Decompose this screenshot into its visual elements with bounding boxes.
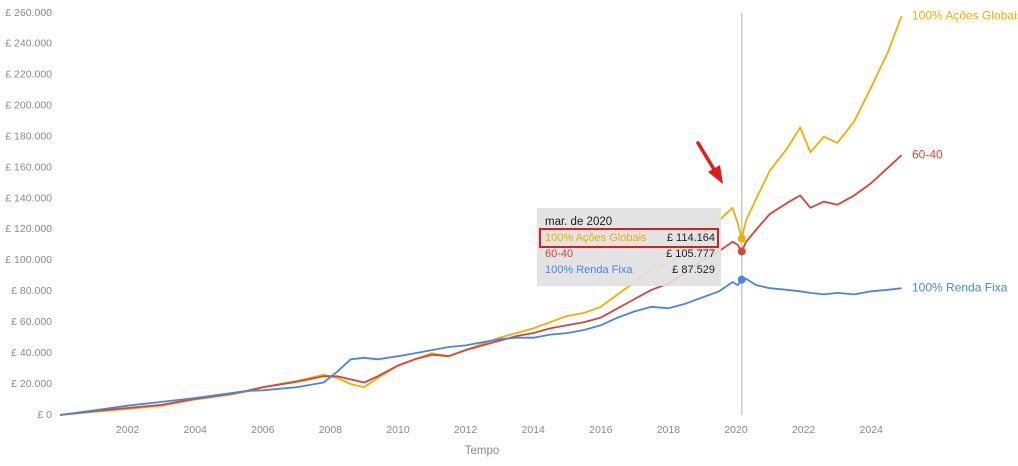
x-tick-label: 2004	[184, 424, 208, 436]
series-end-label-1: 60-40	[912, 147, 943, 161]
tooltip-value-global-equity: £ 114.164	[666, 232, 715, 244]
x-tick-label: 2010	[386, 424, 410, 436]
x-tick-label: 2014	[522, 424, 546, 436]
y-tick-label: £ 140.000	[5, 192, 52, 204]
tooltip-label-sixty-forty: 60-40	[545, 248, 574, 260]
x-tick-label: 2020	[724, 424, 748, 436]
annotation-arrow-icon	[696, 141, 723, 184]
y-tick-label: £ 180.000	[5, 130, 52, 142]
series-lines	[59, 15, 903, 416]
y-tick-label: £ 200.000	[5, 100, 52, 112]
y-axis-ticks: £ 0 £ 20.000 £ 40.000 £ 60.000 £ 80.000 £ 100…	[5, 7, 52, 421]
tooltip-row-global-equity: 100% Ações Globais £ 114.164	[539, 228, 719, 248]
x-tick-label: 2008	[319, 424, 343, 436]
tooltip-label-global-equity: 100% Ações Globais	[545, 232, 647, 244]
cursor-marker-2	[737, 275, 746, 284]
y-tick-label: £ 0	[37, 409, 52, 421]
tooltip-date: mar. de 2020	[545, 216, 613, 228]
series-line-1	[59, 154, 903, 416]
x-tick-label: 2024	[860, 424, 884, 436]
series-end-labels: 100% Ações Globais 60-40 100% Renda Fixa	[912, 8, 1018, 294]
cursor-marker-1	[737, 247, 746, 256]
tooltip-value-fixed-income: £ 87.529	[672, 264, 715, 276]
tooltip-row-fixed-income: 100% Renda Fixa £ 87.529	[545, 262, 715, 278]
y-tick-label: £ 100.000	[5, 254, 52, 266]
y-tick-label: £ 60.000	[11, 316, 52, 328]
x-tick-label: 2012	[454, 424, 478, 436]
y-tick-label: £ 120.000	[5, 223, 52, 235]
x-tick-label: 2016	[589, 424, 613, 436]
y-tick-label: £ 260.000	[5, 7, 52, 19]
x-tick-label: 2022	[792, 424, 816, 436]
series-end-label-2: 100% Renda Fixa	[912, 280, 1008, 294]
x-axis-ticks: 2002 2004 2006 2008 2010 2012 2014 2016 2018 2020…	[116, 424, 883, 436]
cursor-markers	[737, 234, 746, 284]
series-end-label-0: 100% Ações Globais	[912, 8, 1018, 22]
tooltip-value-sixty-forty: £ 105.777	[666, 248, 715, 260]
x-tick-label: 2002	[116, 424, 140, 436]
cursor-marker-0	[737, 234, 746, 243]
tooltip-label-fixed-income: 100% Renda Fixa	[545, 264, 633, 276]
y-tick-label: £ 80.000	[11, 285, 52, 297]
tooltip-row-sixty-forty: 60-40 £ 105.777	[545, 246, 715, 262]
x-tick-label: 2006	[251, 424, 275, 436]
hover-tooltip: mar. de 2020 100% Ações Globais £ 114.16…	[537, 208, 721, 286]
series-line-2	[59, 278, 902, 416]
y-tick-label: £ 160.000	[5, 161, 52, 173]
y-tick-label: £ 220.000	[5, 69, 52, 81]
x-axis-title: Tempo	[465, 445, 500, 457]
y-tick-label: £ 240.000	[5, 38, 52, 50]
series-line-0	[59, 15, 903, 416]
y-tick-label: £ 20.000	[11, 378, 52, 390]
x-tick-label: 2018	[657, 424, 681, 436]
y-tick-label: £ 40.000	[11, 347, 52, 359]
